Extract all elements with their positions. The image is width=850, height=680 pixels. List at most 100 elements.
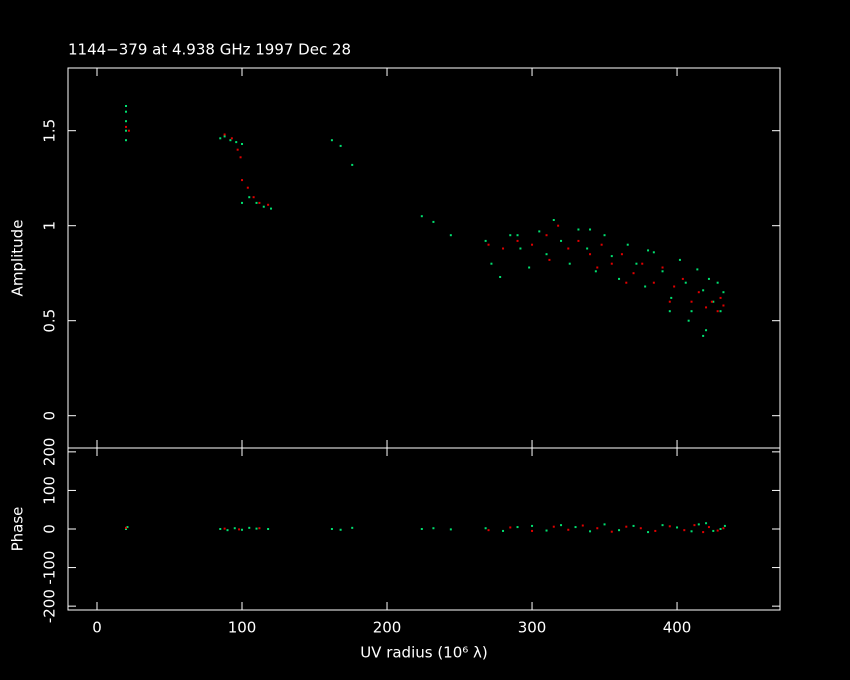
data-point xyxy=(330,139,333,142)
data-point xyxy=(596,527,599,530)
data-point xyxy=(712,529,715,532)
data-point xyxy=(596,266,599,269)
data-point xyxy=(238,528,241,531)
data-point xyxy=(125,125,128,128)
data-point xyxy=(560,239,563,242)
data-point xyxy=(226,529,229,532)
data-point xyxy=(125,526,128,529)
data-point xyxy=(610,530,613,533)
data-point xyxy=(258,527,261,530)
data-point xyxy=(690,300,693,303)
data-point xyxy=(330,528,333,530)
data-point xyxy=(125,105,128,107)
data-point xyxy=(673,285,676,288)
data-point xyxy=(603,523,606,526)
data-point xyxy=(339,144,342,147)
data-point xyxy=(661,266,664,269)
data-point xyxy=(589,253,592,256)
data-point xyxy=(600,243,603,246)
data-point xyxy=(219,528,222,530)
data-point xyxy=(548,258,551,261)
data-point xyxy=(262,205,265,208)
data-point xyxy=(697,523,700,526)
data-point xyxy=(545,253,548,256)
data-point xyxy=(625,281,628,284)
data-point xyxy=(722,291,725,294)
y-axis-label: Phase xyxy=(9,507,27,552)
data-point xyxy=(678,258,681,261)
data-point xyxy=(125,139,128,142)
data-point xyxy=(516,239,519,242)
data-point xyxy=(661,524,664,527)
data-point xyxy=(687,319,690,322)
data-point xyxy=(610,262,613,265)
data-point xyxy=(707,277,710,280)
data-point xyxy=(684,281,687,284)
data-point xyxy=(641,262,644,265)
data-point xyxy=(432,527,435,530)
data-point xyxy=(668,525,671,528)
data-point xyxy=(267,203,270,206)
data-point xyxy=(647,531,650,534)
data-point xyxy=(484,239,487,242)
data-point xyxy=(484,527,487,530)
chart-title: 1144−379 at 4.938 GHz 1997 Dec 28 xyxy=(68,41,351,59)
data-point xyxy=(647,249,650,252)
data-point xyxy=(490,262,493,265)
data-point xyxy=(241,528,244,531)
y-tick-label: 0.5 xyxy=(41,309,59,333)
data-point xyxy=(531,524,534,527)
data-point xyxy=(722,527,725,530)
data-point xyxy=(248,526,251,529)
data-point xyxy=(681,277,684,280)
y-tick-label: 100 xyxy=(41,476,59,505)
data-point xyxy=(502,529,505,532)
data-point xyxy=(519,247,522,250)
data-point xyxy=(644,285,647,288)
data-point xyxy=(654,529,657,532)
data-point xyxy=(610,255,613,258)
data-point xyxy=(516,234,519,237)
data-point xyxy=(668,310,671,313)
data-point xyxy=(589,530,592,533)
data-point xyxy=(705,306,708,309)
y-tick-label: 0 xyxy=(41,524,59,534)
data-point xyxy=(545,234,548,237)
data-point xyxy=(696,268,699,271)
x-tick-label: 100 xyxy=(228,619,257,637)
data-point xyxy=(239,156,242,159)
data-point xyxy=(574,526,577,529)
data-point xyxy=(258,201,261,204)
data-point xyxy=(632,272,635,275)
data-point xyxy=(246,186,249,189)
data-point xyxy=(702,289,705,292)
data-point xyxy=(625,525,628,528)
data-point xyxy=(229,139,232,142)
data-point xyxy=(676,526,679,529)
y-tick-label: 200 xyxy=(41,438,59,467)
y-tick-label: 1.5 xyxy=(41,119,59,143)
data-point xyxy=(223,133,226,136)
data-point xyxy=(509,526,512,529)
data-point xyxy=(690,310,693,313)
y-tick-label: -200 xyxy=(41,589,59,623)
data-point xyxy=(449,234,452,237)
data-point xyxy=(223,527,226,530)
data-point xyxy=(487,243,490,246)
data-point xyxy=(594,270,597,273)
data-point xyxy=(219,137,222,140)
data-point xyxy=(255,201,258,204)
data-point xyxy=(652,251,655,254)
data-point xyxy=(716,529,719,532)
data-point xyxy=(567,247,570,250)
data-point xyxy=(557,224,560,227)
data-point xyxy=(126,526,129,529)
data-point xyxy=(716,310,719,313)
data-point xyxy=(693,524,696,527)
data-point xyxy=(577,239,580,242)
data-point xyxy=(702,334,705,337)
data-point xyxy=(626,243,629,246)
data-point xyxy=(716,281,719,284)
data-point xyxy=(351,163,354,166)
